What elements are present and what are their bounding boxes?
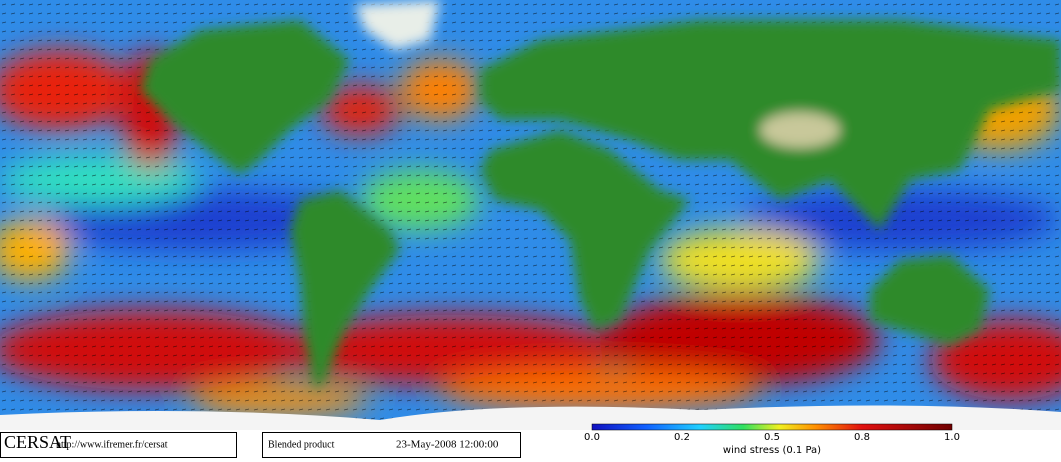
greenland xyxy=(355,0,440,50)
logo: CERSAT xyxy=(4,432,71,452)
colorbar xyxy=(591,423,953,431)
product-name: Blended product xyxy=(268,439,335,450)
product-box xyxy=(262,432,521,458)
south-america xyxy=(290,190,400,390)
colorbar-tick-label: 0.5 xyxy=(764,432,780,443)
africa xyxy=(480,130,690,330)
australia xyxy=(870,255,990,345)
product-date: 23-May-2008 12:00:00 xyxy=(396,439,499,451)
land xyxy=(140,0,1061,390)
north-america xyxy=(140,20,350,175)
colorbar-ticks: 0.0 0.2 0.5 0.8 1.0 xyxy=(584,432,960,443)
colorbar-tick-label: 0.0 xyxy=(584,432,600,443)
url: http://www.ifremer.fr/cersat xyxy=(56,439,168,450)
colorbar-tick-label: 0.2 xyxy=(674,432,690,443)
colorbar-label: wind stress (0.1 Pa) xyxy=(723,445,821,456)
plateau xyxy=(760,112,840,148)
logo-box xyxy=(0,432,237,458)
colorbar-tick-label: 0.8 xyxy=(854,432,870,443)
colorbar-tick-label: 1.0 xyxy=(944,432,960,443)
